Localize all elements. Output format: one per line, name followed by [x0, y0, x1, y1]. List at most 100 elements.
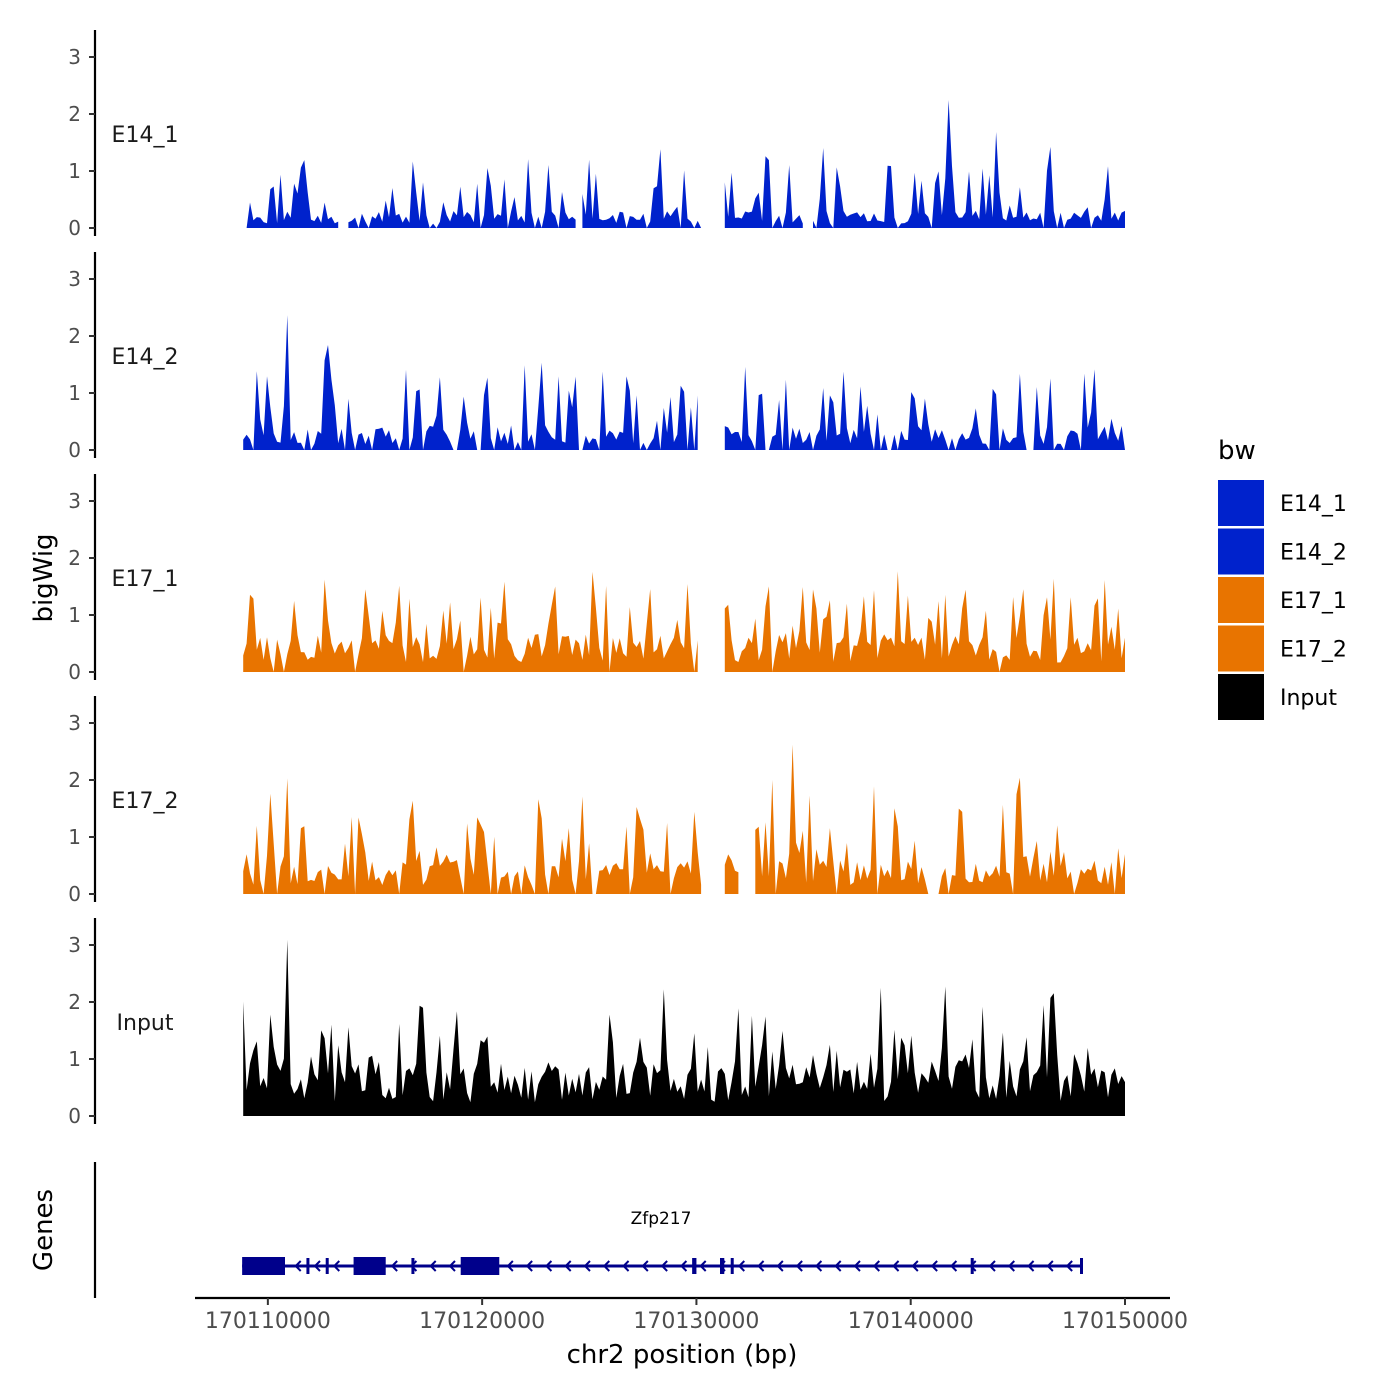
- strand-arrow: [699, 1260, 707, 1272]
- legend-entry-label: E17_1: [1280, 589, 1347, 614]
- gene-exon-coding: [353, 1257, 386, 1275]
- x-axis: 170110000 170120000 170130000 170140000 1701…: [195, 1296, 1188, 1370]
- strand-arrow: [1007, 1260, 1015, 1272]
- legend-entries: E14_1 E14_2 E17_1 E17_2 Input: [1218, 480, 1347, 720]
- y-tick-label: 0: [68, 1104, 81, 1128]
- track-e14-2: 0 1 2 3 E14_2: [68, 252, 1125, 462]
- strand-arrow: [950, 1260, 958, 1272]
- signal-area-e17-1: [243, 571, 1125, 672]
- x-tick-label: 170110000: [205, 1309, 331, 1334]
- strand-arrow: [815, 1260, 823, 1272]
- x-axis-title: chr2 position (bp): [567, 1340, 798, 1370]
- gene-name-label: Zfp217: [631, 1209, 692, 1229]
- strand-arrow: [988, 1260, 996, 1272]
- y-tick-label: 2: [68, 990, 81, 1014]
- gene-exon: [730, 1258, 734, 1274]
- bigwig-tracks: 0 1 2 3 E14_1 0 1 2 3 E14_2 0 1 2 3 E17_1 0 1 2 3 E17_2 0 1 2 3…: [68, 30, 1125, 1128]
- strand-arrow: [853, 1260, 861, 1272]
- signal-area-e17-2: [243, 744, 1125, 894]
- y-tick-label: 1: [68, 603, 81, 627]
- y-tick-label: 2: [68, 546, 81, 570]
- track-e17-1: 0 1 2 3 E17_1: [68, 474, 1125, 684]
- strand-arrow: [564, 1260, 572, 1272]
- gene-exon: [306, 1258, 310, 1274]
- track-input: 0 1 2 3 Input: [68, 918, 1125, 1128]
- y-tick-label: 3: [68, 489, 81, 513]
- y-tick-label: 3: [68, 267, 81, 291]
- strand-arrow: [834, 1260, 842, 1272]
- strand-arrow: [641, 1260, 649, 1272]
- legend-swatch: [1218, 674, 1264, 720]
- strand-arrow: [525, 1260, 533, 1272]
- x-tick-label: 170150000: [1062, 1309, 1188, 1334]
- strand-arrow: [776, 1260, 784, 1272]
- strand-arrow: [930, 1260, 938, 1272]
- strand-arrow: [602, 1260, 610, 1272]
- x-tick-label: 170120000: [419, 1309, 545, 1334]
- track-label: E17_1: [112, 567, 179, 592]
- strand-arrow: [892, 1260, 900, 1272]
- strand-arrow: [737, 1260, 745, 1272]
- legend: bw E14_1 E14_2 E17_1 E17_2 Input: [1218, 436, 1347, 720]
- y-tick-label: 3: [68, 45, 81, 69]
- strand-arrow: [313, 1260, 321, 1272]
- legend-swatch: [1218, 528, 1264, 575]
- strand-arrow: [911, 1260, 919, 1272]
- strand-arrow: [680, 1260, 688, 1272]
- strand-arrow: [294, 1260, 302, 1272]
- y-tick-label: 2: [68, 768, 81, 792]
- y-tick-label: 1: [68, 825, 81, 849]
- strand-arrow: [545, 1260, 553, 1272]
- x-tick-label: 170140000: [848, 1309, 974, 1334]
- signal-area-e14-1: [243, 100, 1125, 228]
- legend-swatch: [1218, 480, 1264, 526]
- track-label: E17_2: [112, 789, 179, 814]
- y-tick-label: 1: [68, 1047, 81, 1071]
- y-tick-label: 1: [68, 159, 81, 183]
- genes-track-label: Genes: [29, 1189, 59, 1271]
- strand-arrow: [622, 1260, 630, 1272]
- track-label: E14_2: [112, 345, 179, 370]
- legend-entry-label: E17_2: [1280, 638, 1347, 663]
- y-tick-label: 0: [68, 216, 81, 240]
- gene-model: [242, 1257, 1083, 1275]
- gene-exon-coding: [242, 1257, 285, 1275]
- legend-swatch: [1218, 625, 1264, 672]
- legend-swatch: [1218, 577, 1264, 623]
- legend-entry-label: E14_2: [1280, 541, 1347, 566]
- genes-track: Genes Zfp217: [29, 1162, 1083, 1298]
- gene-exon: [692, 1258, 697, 1274]
- strand-arrow: [448, 1260, 456, 1272]
- legend-entry-label: Input: [1280, 686, 1337, 711]
- legend-title: bw: [1218, 436, 1256, 466]
- y-tick-label: 3: [68, 933, 81, 957]
- y-tick-label: 2: [68, 102, 81, 126]
- strand-arrow: [660, 1260, 668, 1272]
- gene-exon: [325, 1258, 329, 1274]
- y-axis-title: bigWig: [29, 533, 59, 622]
- y-tick-label: 3: [68, 711, 81, 735]
- signal-area-input: [243, 939, 1125, 1116]
- strand-arrow: [1065, 1260, 1073, 1272]
- x-ticks: 170110000 170120000 170130000 170140000 1701…: [205, 1298, 1188, 1334]
- gene-exon: [1080, 1258, 1083, 1274]
- x-tick-label: 170130000: [633, 1309, 759, 1334]
- track-label: Input: [117, 1011, 174, 1036]
- strand-arrow: [872, 1260, 880, 1272]
- strand-arrow: [429, 1260, 437, 1272]
- gene-exon: [411, 1258, 415, 1274]
- strand-arrow: [1046, 1260, 1054, 1272]
- strand-arrow: [1027, 1260, 1035, 1272]
- strand-arrow: [332, 1260, 340, 1272]
- strand-arrow: [757, 1260, 765, 1272]
- gene-exon: [720, 1258, 725, 1274]
- signal-area-e14-2: [243, 315, 1125, 450]
- y-tick-label: 2: [68, 324, 81, 348]
- y-tick-label: 0: [68, 660, 81, 684]
- strand-arrow: [390, 1260, 398, 1272]
- gene-exon-coding: [460, 1257, 500, 1275]
- strand-arrow: [583, 1260, 591, 1272]
- track-e14-1: 0 1 2 3 E14_1: [68, 30, 1125, 240]
